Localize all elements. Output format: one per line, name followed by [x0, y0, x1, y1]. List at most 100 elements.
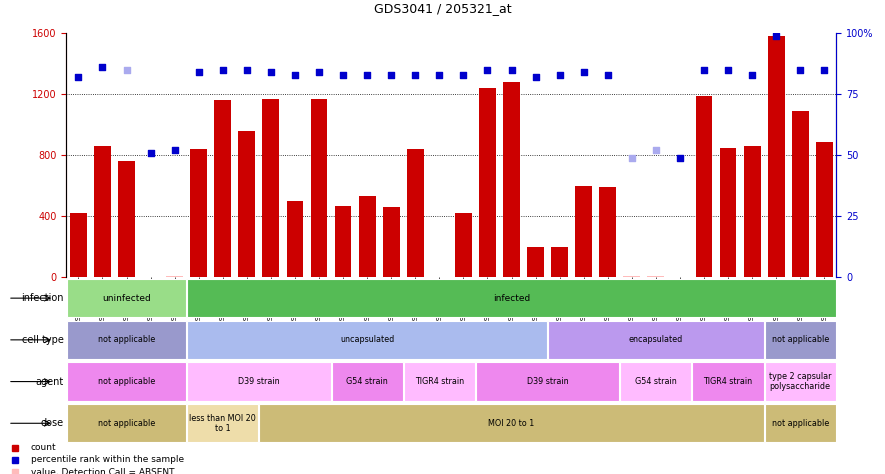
Bar	[358, 196, 375, 277]
Bar	[479, 88, 496, 277]
Bar	[67, 404, 186, 442]
Bar	[404, 363, 475, 401]
Bar	[67, 279, 186, 317]
Bar	[383, 207, 400, 277]
Point	[817, 66, 831, 73]
Point	[167, 146, 181, 154]
Bar	[548, 321, 764, 359]
Point	[408, 71, 422, 79]
Bar	[118, 161, 135, 277]
Bar	[648, 276, 665, 277]
Bar	[142, 276, 159, 277]
Text: uncapsulated: uncapsulated	[340, 336, 394, 344]
Bar	[67, 363, 186, 401]
Bar	[503, 82, 519, 277]
Bar	[792, 111, 809, 277]
Bar	[70, 213, 87, 277]
Bar	[214, 100, 231, 277]
Point	[793, 66, 807, 73]
Bar	[551, 247, 568, 277]
Text: percentile rank within the sample: percentile rank within the sample	[31, 456, 184, 465]
Bar	[696, 96, 712, 277]
Bar	[743, 146, 760, 277]
Bar	[765, 404, 835, 442]
Point	[721, 66, 735, 73]
Text: TIGR4 strain: TIGR4 strain	[415, 377, 464, 386]
Bar	[187, 321, 547, 359]
Text: not applicable: not applicable	[98, 336, 155, 344]
Point	[240, 66, 254, 73]
Bar	[335, 206, 351, 277]
Point	[143, 149, 158, 156]
Bar	[623, 276, 640, 277]
Bar	[238, 131, 255, 277]
Bar	[692, 363, 764, 401]
Bar	[311, 99, 327, 277]
Point	[528, 73, 543, 81]
Bar	[187, 279, 835, 317]
Bar	[187, 363, 331, 401]
Point	[769, 32, 783, 39]
Bar	[431, 276, 448, 277]
Point	[457, 71, 471, 79]
Bar	[263, 99, 280, 277]
Text: MOI 20 to 1: MOI 20 to 1	[489, 419, 535, 428]
Bar	[476, 363, 620, 401]
Point	[577, 68, 591, 76]
Text: dose: dose	[41, 418, 64, 428]
Text: not applicable: not applicable	[772, 419, 829, 428]
Text: not applicable: not applicable	[98, 377, 155, 386]
Bar	[672, 276, 689, 277]
Bar	[575, 186, 592, 277]
Bar	[768, 36, 785, 277]
Bar	[259, 404, 764, 442]
Text: infection: infection	[21, 293, 64, 303]
Bar	[287, 201, 304, 277]
Text: G54 strain: G54 strain	[635, 377, 677, 386]
Text: not applicable: not applicable	[772, 336, 829, 344]
Bar	[599, 187, 616, 277]
Point	[216, 66, 230, 73]
Point	[481, 66, 495, 73]
Point	[552, 71, 566, 79]
Point	[745, 71, 759, 79]
Text: type 2 capsular
polysaccharide: type 2 capsular polysaccharide	[769, 372, 832, 391]
Bar	[407, 149, 424, 277]
Point	[649, 146, 663, 154]
Text: cell type: cell type	[22, 335, 64, 345]
Point	[336, 71, 350, 79]
Text: G54 strain: G54 strain	[346, 377, 388, 386]
Text: value, Detection Call = ABSENT: value, Detection Call = ABSENT	[31, 467, 174, 474]
Bar	[187, 404, 258, 442]
Text: uninfected: uninfected	[102, 294, 151, 302]
Text: infected: infected	[493, 294, 530, 302]
Text: agent: agent	[35, 376, 64, 387]
Text: GDS3041 / 205321_at: GDS3041 / 205321_at	[373, 2, 512, 15]
Text: TIGR4 strain: TIGR4 strain	[704, 377, 752, 386]
Bar	[455, 213, 472, 277]
Bar	[765, 363, 835, 401]
Point	[312, 68, 326, 76]
Point	[72, 73, 86, 81]
Bar	[332, 363, 403, 401]
Point	[384, 71, 398, 79]
Point	[673, 154, 687, 162]
Bar	[620, 363, 691, 401]
Bar	[720, 147, 736, 277]
Point	[432, 71, 446, 79]
Point	[288, 71, 302, 79]
Point	[96, 64, 110, 71]
Bar	[67, 321, 186, 359]
Bar	[527, 247, 544, 277]
Point	[192, 68, 206, 76]
Point	[360, 71, 374, 79]
Point	[264, 68, 278, 76]
Bar	[94, 146, 111, 277]
Point	[696, 66, 711, 73]
Text: count: count	[31, 443, 57, 452]
Point	[504, 66, 519, 73]
Bar	[765, 321, 835, 359]
Bar	[816, 142, 833, 277]
Bar	[166, 276, 183, 277]
Text: D39 strain: D39 strain	[238, 377, 280, 386]
